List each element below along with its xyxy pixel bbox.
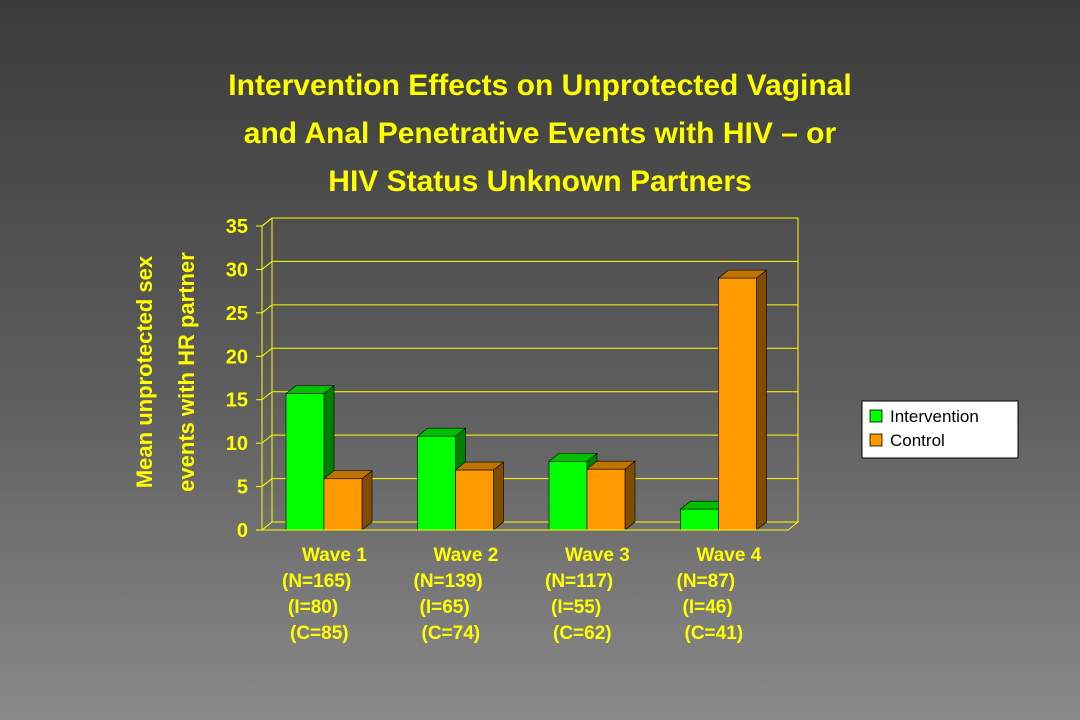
bar-intervention-1	[285, 385, 335, 531]
category-label-line: (N=87)	[677, 571, 736, 592]
legend-swatch-control	[869, 433, 883, 447]
category-label-line: Wave 1	[302, 545, 367, 566]
y-tick-label: 30	[226, 259, 248, 281]
bar-front	[718, 277, 757, 531]
bar-control-4	[717, 269, 768, 531]
legend-label-intervention: Intervention	[890, 407, 979, 426]
bar-front	[548, 461, 588, 531]
gridline-side	[261, 434, 273, 444]
category-label-line: (C=85)	[290, 623, 349, 644]
gridline-side	[261, 347, 273, 357]
y-axis-label-line: Mean unprotected sex	[132, 255, 157, 488]
y-tick-label: 5	[237, 477, 248, 499]
category-label-line: (N=165)	[282, 571, 351, 592]
bar-front	[455, 469, 494, 531]
category-label-line: (C=62)	[553, 623, 612, 644]
y-axis-label: Mean unprotected sex events with HR partn…	[132, 252, 199, 492]
category-label-line: Wave 3	[565, 545, 630, 566]
bar-control-1	[323, 470, 373, 531]
category-label-line: Wave 2	[434, 545, 499, 566]
bars	[285, 269, 768, 531]
y-tick-label: 20	[226, 346, 248, 368]
bar-front	[323, 478, 363, 531]
bar-side	[493, 461, 504, 531]
category-label-3: Wave 3 (N=117) (I=55) (C=62)	[545, 545, 630, 644]
title-line-3: HIV Status Unknown Partners	[328, 165, 752, 198]
title-line-1: Intervention Effects on Unprotected Vagi…	[228, 69, 852, 102]
bar-front	[680, 508, 719, 531]
category-label-line: (I=55)	[551, 597, 601, 618]
y-tick-label: 0	[237, 520, 248, 542]
bar-control-2	[454, 461, 505, 531]
legend-box	[861, 400, 1019, 459]
category-label-4: Wave 4 (N=87) (I=46) (C=41)	[677, 545, 762, 644]
bar-front	[417, 435, 456, 531]
bar-front	[586, 468, 626, 531]
chart-title: Intervention Effects on Unprotected Vagi…	[90, 62, 990, 206]
category-label-line: (I=65)	[420, 597, 470, 618]
legend: Intervention Control	[861, 400, 1019, 459]
bar-front	[285, 393, 325, 531]
category-label-1: Wave 1 (N=165) (I=80) (C=85)	[282, 545, 367, 644]
y-tick-label: 10	[226, 433, 248, 455]
bar-side	[624, 460, 636, 531]
gridline-side	[261, 217, 273, 227]
gridline-side	[261, 261, 273, 270]
category-labels: Wave 1 (N=165) (I=80) (C=85) Wave 2 (N=139) (I…	[282, 545, 762, 644]
bar-side	[361, 470, 373, 531]
category-label-line: (C=41)	[685, 623, 744, 644]
category-label-line: (N=139)	[414, 571, 483, 592]
bar-side	[756, 269, 767, 531]
axes: 0 5 10 15 20 25 30 35	[226, 216, 788, 542]
y-tick-label: 15	[226, 390, 248, 412]
gridline-side	[261, 391, 273, 401]
category-label-line: Wave 4	[697, 545, 762, 566]
category-label-line: (C=74)	[422, 623, 481, 644]
gridline-side	[261, 478, 273, 487]
category-label-2: Wave 2 (N=139) (I=65) (C=74)	[414, 545, 499, 644]
category-label-line: (I=46)	[683, 597, 733, 618]
y-tick-label: 25	[226, 303, 248, 325]
y-axis-label-line: events with HR partner	[174, 252, 199, 492]
category-label-line: (N=117)	[545, 571, 613, 592]
bar-control-3	[586, 460, 636, 531]
y-tick-label: 35	[226, 216, 248, 238]
gridline-side	[261, 304, 273, 314]
category-label-line: (I=80)	[288, 597, 338, 618]
title-line-2: and Anal Penetrative Events with HIV – o…	[243, 117, 837, 150]
legend-swatch-intervention	[869, 409, 883, 423]
legend-label-control: Control	[890, 431, 945, 450]
